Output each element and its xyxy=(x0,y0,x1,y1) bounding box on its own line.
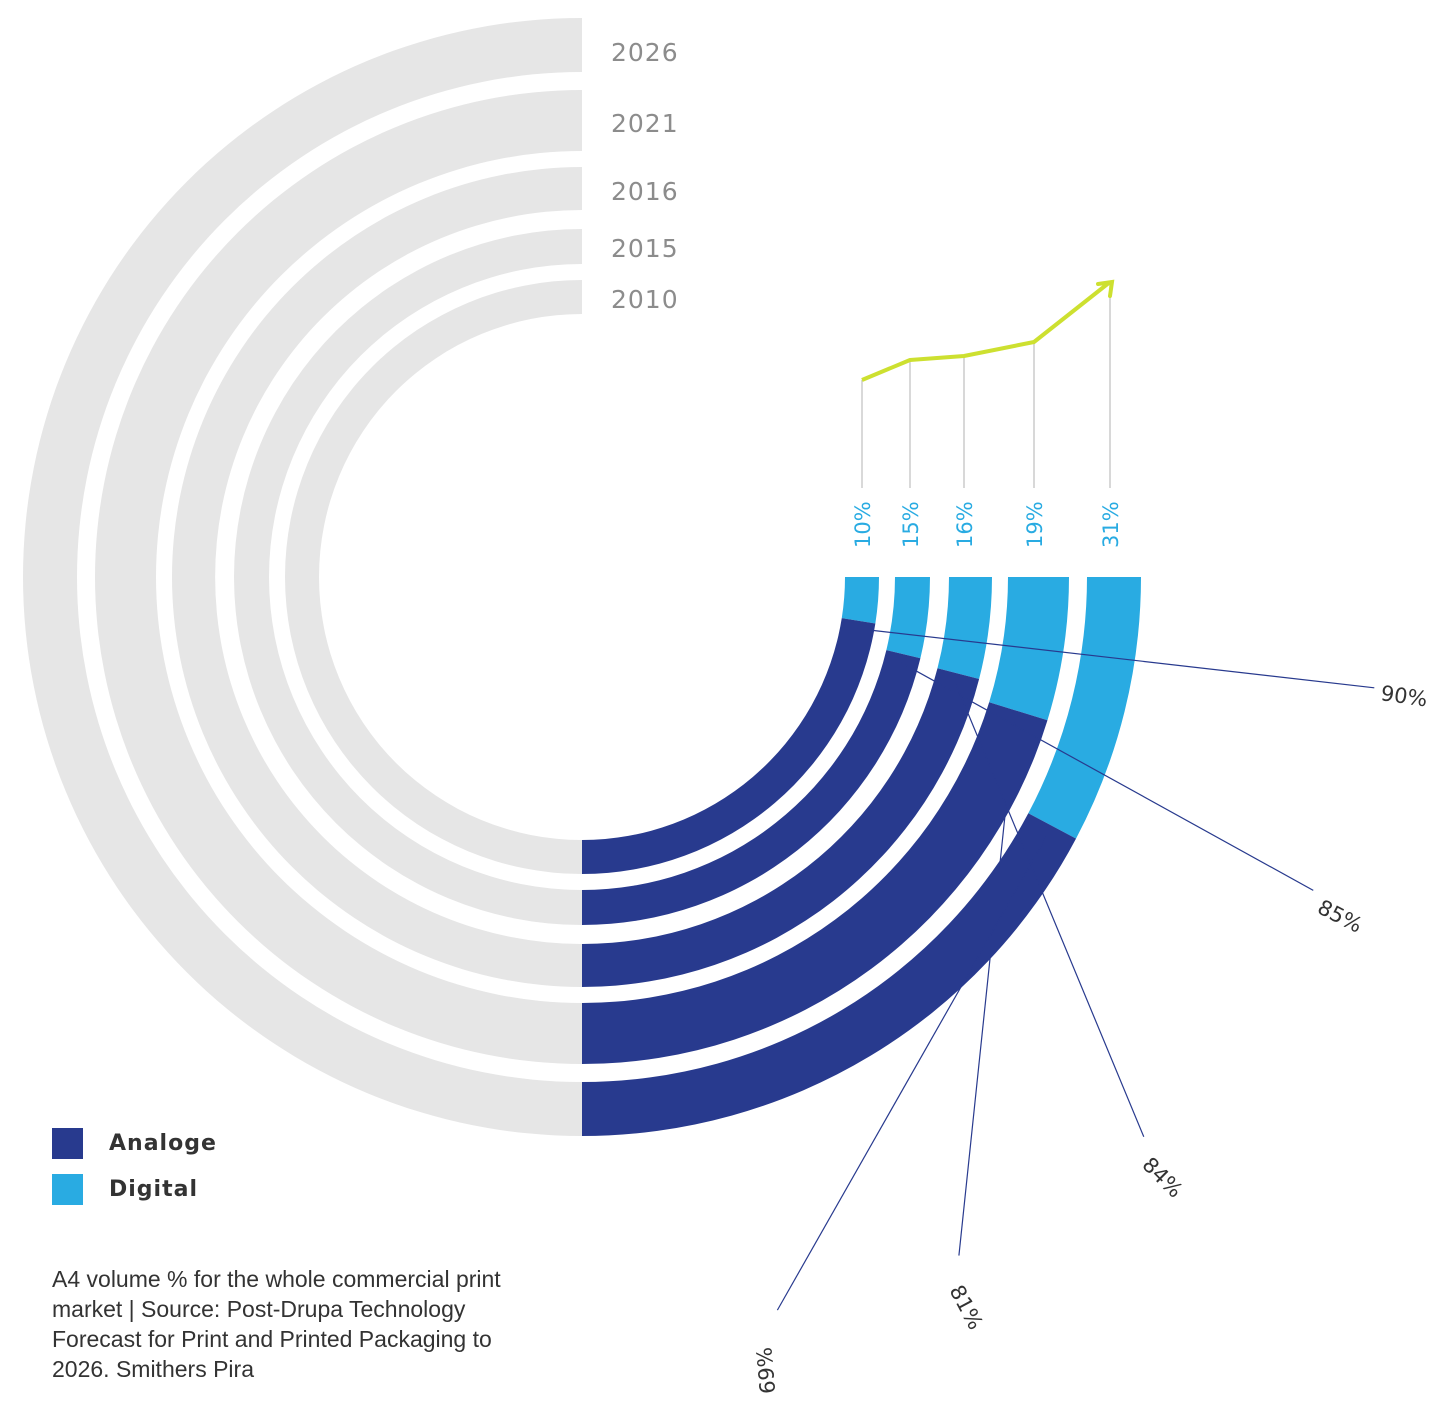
analog-pct-label-2010: 90% xyxy=(1379,681,1429,711)
digital-bar-2015 xyxy=(886,577,930,659)
digital-bar-2026 xyxy=(1028,577,1141,839)
analog-bar-2016 xyxy=(582,668,980,988)
legend-item-analoge: Analoge xyxy=(52,1127,217,1160)
source-caption: A4 volume % for the whole commercial pri… xyxy=(52,1266,501,1382)
leader-line-2021 xyxy=(958,722,1016,1256)
leader-line-2010 xyxy=(857,628,1375,689)
analog-bar-2015 xyxy=(582,650,921,925)
digital-pct-label-2015: 15% xyxy=(899,501,923,548)
leader-lines xyxy=(776,628,1375,1311)
chart-labels: 2010 10% 90% 2015 15% 85% 2016 16% 84% 2021 19% 81%… xyxy=(611,38,1429,1395)
analog-pct-label-2026: %69 xyxy=(751,1346,779,1395)
legend-swatch-analoge xyxy=(52,1128,83,1159)
track-2016 xyxy=(172,167,582,987)
digital-pct-label-2026: 31% xyxy=(1099,501,1123,548)
trend-arrow-icon xyxy=(1096,279,1115,298)
legend-item-digital: Digital xyxy=(52,1173,217,1206)
year-label-2016: 2016 xyxy=(611,177,679,206)
trend-line xyxy=(861,279,1115,488)
legend-label-digital: Digital xyxy=(109,1177,198,1202)
trend-polyline xyxy=(861,280,1112,382)
analog-pct-label-2021: 81% xyxy=(945,1281,988,1333)
track-2015 xyxy=(234,229,582,925)
analog-bar-2021 xyxy=(582,702,1048,1064)
year-label-2026: 2026 xyxy=(611,38,679,67)
data-bars xyxy=(582,577,1141,1136)
leader-line-2026 xyxy=(776,835,1048,1311)
track-2010 xyxy=(285,280,582,874)
analog-bar-2010 xyxy=(582,618,876,874)
digital-bar-2016 xyxy=(937,577,992,679)
analog-pct-label-2016: 84% xyxy=(1137,1153,1187,1203)
analog-pct-label-2015: 85% xyxy=(1314,895,1366,938)
digital-pct-label-2010: 10% xyxy=(851,501,875,548)
digital-bar-2010 xyxy=(841,577,879,624)
legend: Analoge Digital xyxy=(52,1127,217,1219)
year-label-2015: 2015 xyxy=(611,234,679,263)
legend-swatch-digital xyxy=(52,1174,83,1205)
legend-label-analoge: Analoge xyxy=(109,1131,217,1156)
digital-pct-label-2021: 19% xyxy=(1023,501,1047,548)
year-label-2021: 2021 xyxy=(611,109,679,138)
background-tracks xyxy=(23,18,582,1136)
analog-bar-2026 xyxy=(582,813,1077,1136)
digital-pct-label-2016: 16% xyxy=(953,501,977,548)
leader-line-2016 xyxy=(955,683,1145,1138)
track-2021 xyxy=(95,90,582,1064)
leader-line-2015 xyxy=(900,662,1314,891)
year-label-2010: 2010 xyxy=(611,285,679,314)
